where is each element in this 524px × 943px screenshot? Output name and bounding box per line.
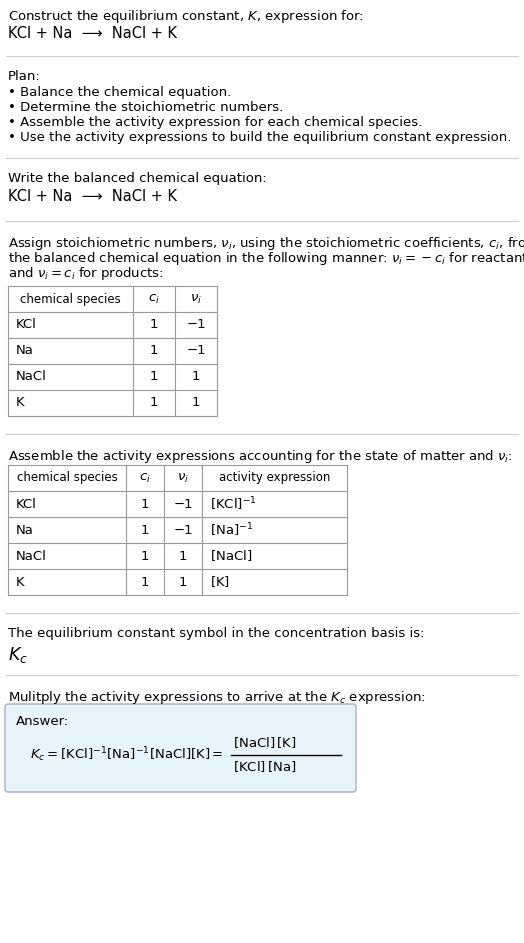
Text: 1: 1 bbox=[192, 371, 200, 384]
Text: • Determine the stoichiometric numbers.: • Determine the stoichiometric numbers. bbox=[8, 101, 283, 114]
Text: −1: −1 bbox=[186, 319, 206, 332]
Text: KCl: KCl bbox=[16, 498, 37, 510]
Text: −1: −1 bbox=[173, 523, 193, 537]
Text: 1: 1 bbox=[179, 575, 187, 588]
Text: Na: Na bbox=[16, 344, 34, 357]
Text: Assemble the activity expressions accounting for the state of matter and $\nu_i$: Assemble the activity expressions accoun… bbox=[8, 448, 512, 465]
Text: The equilibrium constant symbol in the concentration basis is:: The equilibrium constant symbol in the c… bbox=[8, 627, 424, 640]
Text: $[\mathrm{NaCl}]$: $[\mathrm{NaCl}]$ bbox=[210, 549, 252, 564]
Text: $c_i$: $c_i$ bbox=[139, 472, 151, 485]
Text: • Balance the chemical equation.: • Balance the chemical equation. bbox=[8, 86, 231, 99]
Text: Construct the equilibrium constant, $K$, expression for:: Construct the equilibrium constant, $K$,… bbox=[8, 8, 364, 25]
Text: 1: 1 bbox=[141, 498, 149, 510]
Text: 1: 1 bbox=[150, 396, 158, 409]
Text: K: K bbox=[16, 575, 25, 588]
Text: KCl + Na  ⟶  NaCl + K: KCl + Na ⟶ NaCl + K bbox=[8, 189, 177, 204]
Text: K: K bbox=[16, 396, 25, 409]
Text: 1: 1 bbox=[141, 523, 149, 537]
Text: 1: 1 bbox=[141, 575, 149, 588]
Text: 1: 1 bbox=[141, 550, 149, 563]
Text: $[\mathrm{NaCl}]\,[\mathrm{K}]$: $[\mathrm{NaCl}]\,[\mathrm{K}]$ bbox=[233, 736, 297, 751]
Text: $K_c = [\mathrm{KCl}]^{-1} [\mathrm{Na}]^{-1} [\mathrm{NaCl}][\mathrm{K}] =$: $K_c = [\mathrm{KCl}]^{-1} [\mathrm{Na}]… bbox=[30, 746, 224, 765]
Text: $[\mathrm{K}]$: $[\mathrm{K}]$ bbox=[210, 574, 230, 589]
Text: −1: −1 bbox=[173, 498, 193, 510]
Text: • Use the activity expressions to build the equilibrium constant expression.: • Use the activity expressions to build … bbox=[8, 131, 511, 144]
Text: activity expression: activity expression bbox=[219, 472, 330, 485]
Text: NaCl: NaCl bbox=[16, 550, 47, 563]
Text: 1: 1 bbox=[150, 319, 158, 332]
Text: Na: Na bbox=[16, 523, 34, 537]
Text: 1: 1 bbox=[150, 371, 158, 384]
Text: Plan:: Plan: bbox=[8, 70, 41, 83]
Text: Assign stoichiometric numbers, $\nu_i$, using the stoichiometric coefficients, $: Assign stoichiometric numbers, $\nu_i$, … bbox=[8, 235, 524, 252]
Text: NaCl: NaCl bbox=[16, 371, 47, 384]
Text: $[\mathrm{KCl}]\,[\mathrm{Na}]$: $[\mathrm{KCl}]\,[\mathrm{Na}]$ bbox=[233, 759, 297, 774]
Text: Answer:: Answer: bbox=[16, 715, 69, 728]
Text: $c_i$: $c_i$ bbox=[148, 292, 160, 306]
Text: 1: 1 bbox=[192, 396, 200, 409]
Text: $[\mathrm{KCl}]^{-1}$: $[\mathrm{KCl}]^{-1}$ bbox=[210, 495, 257, 513]
Text: Mulitply the activity expressions to arrive at the $K_c$ expression:: Mulitply the activity expressions to arr… bbox=[8, 689, 426, 706]
Text: chemical species: chemical species bbox=[17, 472, 117, 485]
Text: $K_c$: $K_c$ bbox=[8, 645, 28, 665]
Text: • Assemble the activity expression for each chemical species.: • Assemble the activity expression for e… bbox=[8, 116, 422, 129]
Text: 1: 1 bbox=[150, 344, 158, 357]
Text: 1: 1 bbox=[179, 550, 187, 563]
Text: chemical species: chemical species bbox=[20, 292, 121, 306]
Text: Write the balanced chemical equation:: Write the balanced chemical equation: bbox=[8, 172, 267, 185]
Text: the balanced chemical equation in the following manner: $\nu_i = -c_i$ for react: the balanced chemical equation in the fo… bbox=[8, 250, 524, 267]
FancyBboxPatch shape bbox=[5, 704, 356, 792]
Text: $\nu_i$: $\nu_i$ bbox=[190, 292, 202, 306]
Text: KCl: KCl bbox=[16, 319, 37, 332]
Text: $[\mathrm{Na}]^{-1}$: $[\mathrm{Na}]^{-1}$ bbox=[210, 521, 253, 538]
Text: and $\nu_i = c_i$ for products:: and $\nu_i = c_i$ for products: bbox=[8, 265, 163, 282]
Text: $\nu_i$: $\nu_i$ bbox=[177, 472, 189, 485]
Text: KCl + Na  ⟶  NaCl + K: KCl + Na ⟶ NaCl + K bbox=[8, 26, 177, 41]
Text: −1: −1 bbox=[186, 344, 206, 357]
